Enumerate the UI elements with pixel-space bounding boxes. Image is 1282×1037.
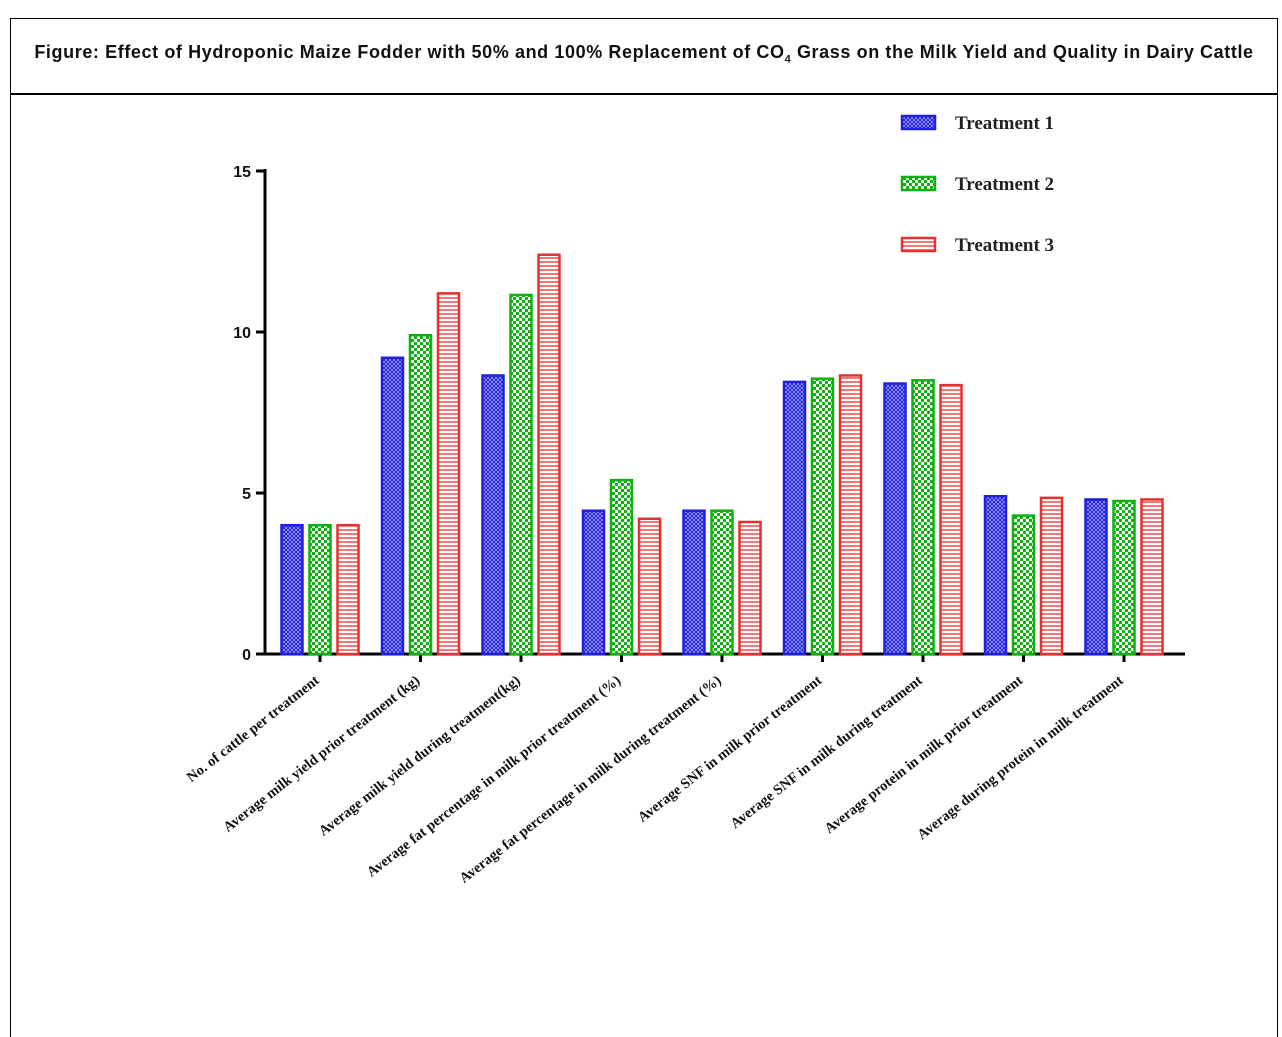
x-category-label: Average milk yield during treatment(kg) xyxy=(316,672,524,839)
x-category-label: Average SNF in milk during treatment xyxy=(728,672,926,832)
x-category-label: Average protein in milk prior treatment xyxy=(822,672,1026,837)
bar-1 xyxy=(581,509,606,656)
x-category-label: Average during protein in milk treatment xyxy=(914,672,1126,843)
bar-3 xyxy=(336,523,360,656)
bar-2 xyxy=(509,293,533,656)
bar-1 xyxy=(983,494,1008,656)
bars xyxy=(280,253,1164,656)
bar-2 xyxy=(1112,499,1136,656)
legend-label: Treatment 3 xyxy=(955,235,1054,256)
bar-2 xyxy=(408,333,433,656)
figure-caption: Figure: Effect of Hydroponic Maize Fodde… xyxy=(11,19,1277,95)
caption-subscript: 4 xyxy=(784,53,792,66)
y-tick-label: 5 xyxy=(242,486,251,503)
bar-3 xyxy=(537,253,561,656)
bar-1 xyxy=(380,356,405,656)
bar-3 xyxy=(738,520,762,656)
bar-2 xyxy=(1011,514,1036,656)
bar-1 xyxy=(682,509,706,656)
legend-label: Treatment 1 xyxy=(955,113,1054,134)
legend-swatch xyxy=(900,114,937,131)
bar-1 xyxy=(883,382,907,656)
bar-3 xyxy=(1039,496,1064,656)
bar-1 xyxy=(481,374,505,656)
legend-label: Treatment 2 xyxy=(955,174,1054,195)
bar-3 xyxy=(939,383,963,656)
bar-1 xyxy=(782,380,807,656)
bar-3 xyxy=(436,292,461,656)
bar-2 xyxy=(911,379,935,656)
legend: Treatment 1 Treatment 2 Treatment 3 xyxy=(900,113,1054,256)
bar-2 xyxy=(308,523,332,656)
bar-2 xyxy=(710,509,734,656)
caption-text-tail: Grass on the Milk Yield and Quality in D… xyxy=(791,42,1254,63)
legend-swatch xyxy=(900,175,937,192)
y-tick-label: 15 xyxy=(233,164,251,181)
bar-2 xyxy=(810,377,835,656)
bar-1 xyxy=(1084,498,1108,656)
y-tick-label: 0 xyxy=(242,647,251,664)
bar-3 xyxy=(838,374,863,656)
x-category-label: Average SNF in milk prior treatment xyxy=(635,672,825,825)
bar-1 xyxy=(280,523,304,656)
bar-2 xyxy=(609,478,634,656)
bar-3 xyxy=(637,517,662,656)
legend-swatch xyxy=(900,236,937,253)
y-tick-label: 10 xyxy=(233,325,251,342)
caption-text-main: Figure: Effect of Hydroponic Maize Fodde… xyxy=(34,42,785,63)
x-category-label: Average milk yield prior treatment (kg) xyxy=(220,672,423,835)
bar-3 xyxy=(1140,498,1164,656)
